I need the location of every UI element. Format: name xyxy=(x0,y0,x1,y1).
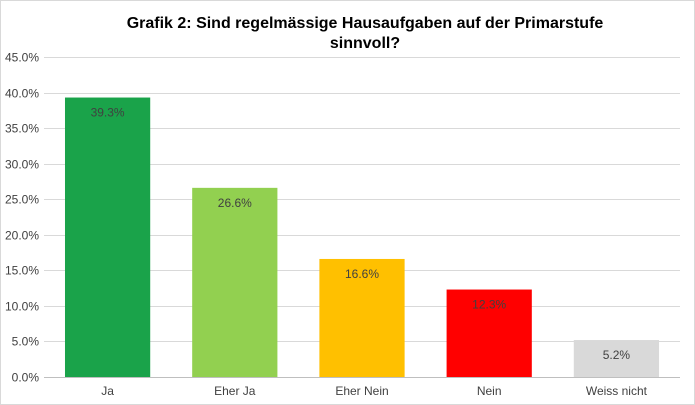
x-category-label: Eher Ja xyxy=(214,384,256,398)
data-label: 26.6% xyxy=(218,196,252,210)
y-tick-label: 35.0% xyxy=(5,122,39,136)
y-tick-label: 5.0% xyxy=(12,335,40,349)
chart-title-line-2: sinnvoll? xyxy=(329,35,401,52)
x-category-label: Ja xyxy=(101,384,114,398)
data-label: 16.6% xyxy=(345,267,379,281)
y-tick-label: 45.0% xyxy=(5,51,39,65)
data-label: 39.3% xyxy=(91,106,125,120)
y-tick-label: 10.0% xyxy=(5,300,39,314)
data-label: 12.3% xyxy=(472,298,506,312)
x-category-label: Eher Nein xyxy=(335,384,388,398)
y-tick-label: 25.0% xyxy=(5,193,39,207)
x-category-label: Nein xyxy=(477,384,502,398)
bar xyxy=(319,258,405,377)
bar xyxy=(192,187,278,377)
x-category-label: Weiss nicht xyxy=(586,384,648,398)
y-tick-label: 0.0% xyxy=(12,371,40,385)
bar xyxy=(64,97,151,378)
data-label: 5.2% xyxy=(603,348,631,362)
y-tick-label: 40.0% xyxy=(5,87,39,101)
y-tick-label: 30.0% xyxy=(5,158,39,172)
chart-title: Grafik 2: Sind regelmässige Hausaufgaben… xyxy=(40,14,690,54)
chart-title-line-1: Grafik 2: Sind regelmässige Hausaufgaben… xyxy=(126,15,604,32)
y-tick-label: 15.0% xyxy=(5,264,39,278)
bar xyxy=(446,289,532,377)
bar xyxy=(573,340,660,377)
y-tick-label: 20.0% xyxy=(5,229,39,243)
